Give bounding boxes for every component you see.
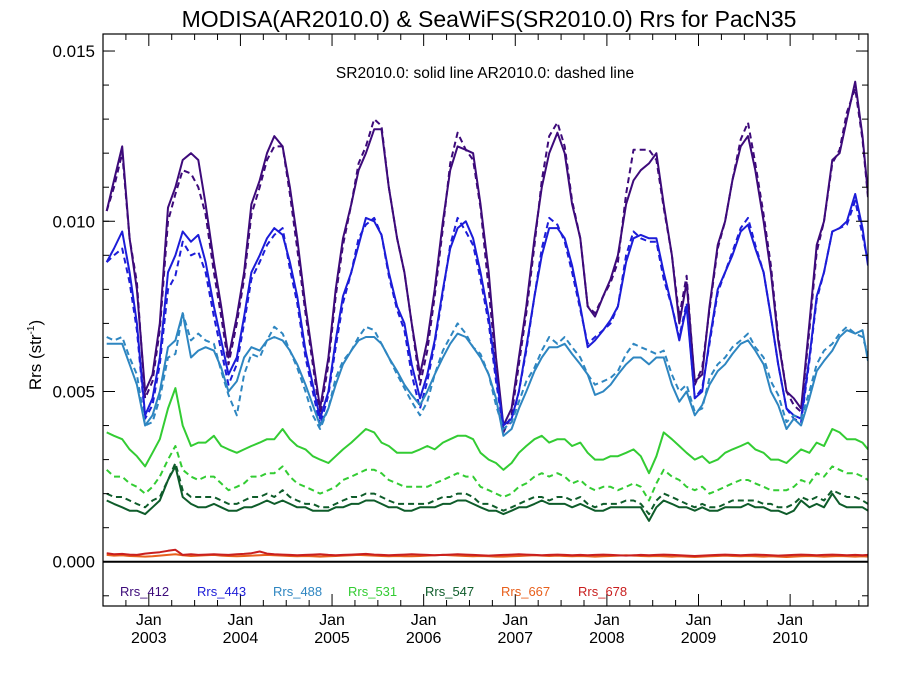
x-tick-month-label: Jan (686, 612, 712, 629)
axes-layer: 0.0000.0050.0100.015Jan2003Jan2004Jan200… (52, 33, 869, 647)
chart-title: MODISA(AR2010.0) & SeaWiFS(SR2010.0) Rrs… (182, 6, 797, 32)
series-layer (103, 80, 868, 563)
series-line-rrs-531 (106, 387, 868, 475)
y-tick-label: 0.015 (52, 42, 95, 61)
y-axis-label-close: ) (26, 320, 45, 326)
legend: Rrs_412 Rrs_443 Rrs_488 Rrs_531 Rrs_547 Rrs_6… (120, 584, 627, 599)
legend-entry-rrs-412: Rrs_412 (120, 584, 169, 599)
series-line-rrs-488 (106, 312, 868, 437)
y-axis-label-main: Rrs (str (26, 334, 45, 390)
x-tick-month-label: Jan (411, 612, 437, 629)
x-tick-month-label: Jan (777, 612, 803, 629)
x-tick-year-label: 2010 (772, 630, 808, 647)
x-tick-year-label: 2004 (223, 630, 259, 647)
line-style-annotation: SR2010.0: solid line AR2010.0: dashed li… (336, 65, 634, 82)
legend-entry-rrs-667: Rrs_667 (501, 584, 550, 599)
x-tick-year-label: 2008 (589, 630, 625, 647)
plot-frame (102, 33, 869, 607)
legend-entry-rrs-531: Rrs_531 (348, 584, 397, 599)
series-line-rrs-547-dashed (106, 462, 868, 516)
series-line-rrs-412-dashed (105, 87, 868, 434)
y-axis-label-superscript: -1 (26, 325, 37, 334)
legend-entry-rrs-547: Rrs_547 (425, 584, 474, 599)
legend-entry-rrs-678: Rrs_678 (578, 584, 627, 599)
x-tick-year-label: 2007 (497, 630, 533, 647)
x-tick-year-label: 2006 (406, 630, 442, 647)
x-tick-year-label: 2009 (681, 630, 717, 647)
legend-entry-rrs-443: Rrs_443 (197, 584, 246, 599)
series-line-rrs-412 (105, 80, 868, 427)
series-line-rrs-443 (105, 193, 868, 427)
series-line-rrs-443-dashed (106, 199, 868, 430)
series-line-rrs-678 (106, 548, 868, 557)
series-line-rrs-547 (106, 465, 868, 522)
x-tick-year-label: 2005 (314, 630, 350, 647)
y-tick-label: 0.000 (52, 553, 95, 572)
y-tick-label: 0.005 (52, 383, 95, 402)
legend-entry-rrs-488: Rrs_488 (273, 584, 322, 599)
x-tick-month-label: Jan (502, 612, 528, 629)
y-tick-label: 0.010 (52, 212, 95, 231)
series-line-rrs-488-dashed (106, 312, 868, 430)
x-tick-month-label: Jan (136, 612, 162, 629)
y-axis-label: Rrs (str-1) (26, 320, 45, 390)
x-tick-year-label: 2003 (131, 630, 167, 647)
x-tick-month-label: Jan (594, 612, 620, 629)
x-tick-month-label: Jan (228, 612, 254, 629)
x-tick-month-label: Jan (319, 612, 345, 629)
series-line-rrs-531-dashed (106, 445, 868, 502)
svg-text:Rrs (str-1): Rrs (str-1) (26, 320, 45, 390)
